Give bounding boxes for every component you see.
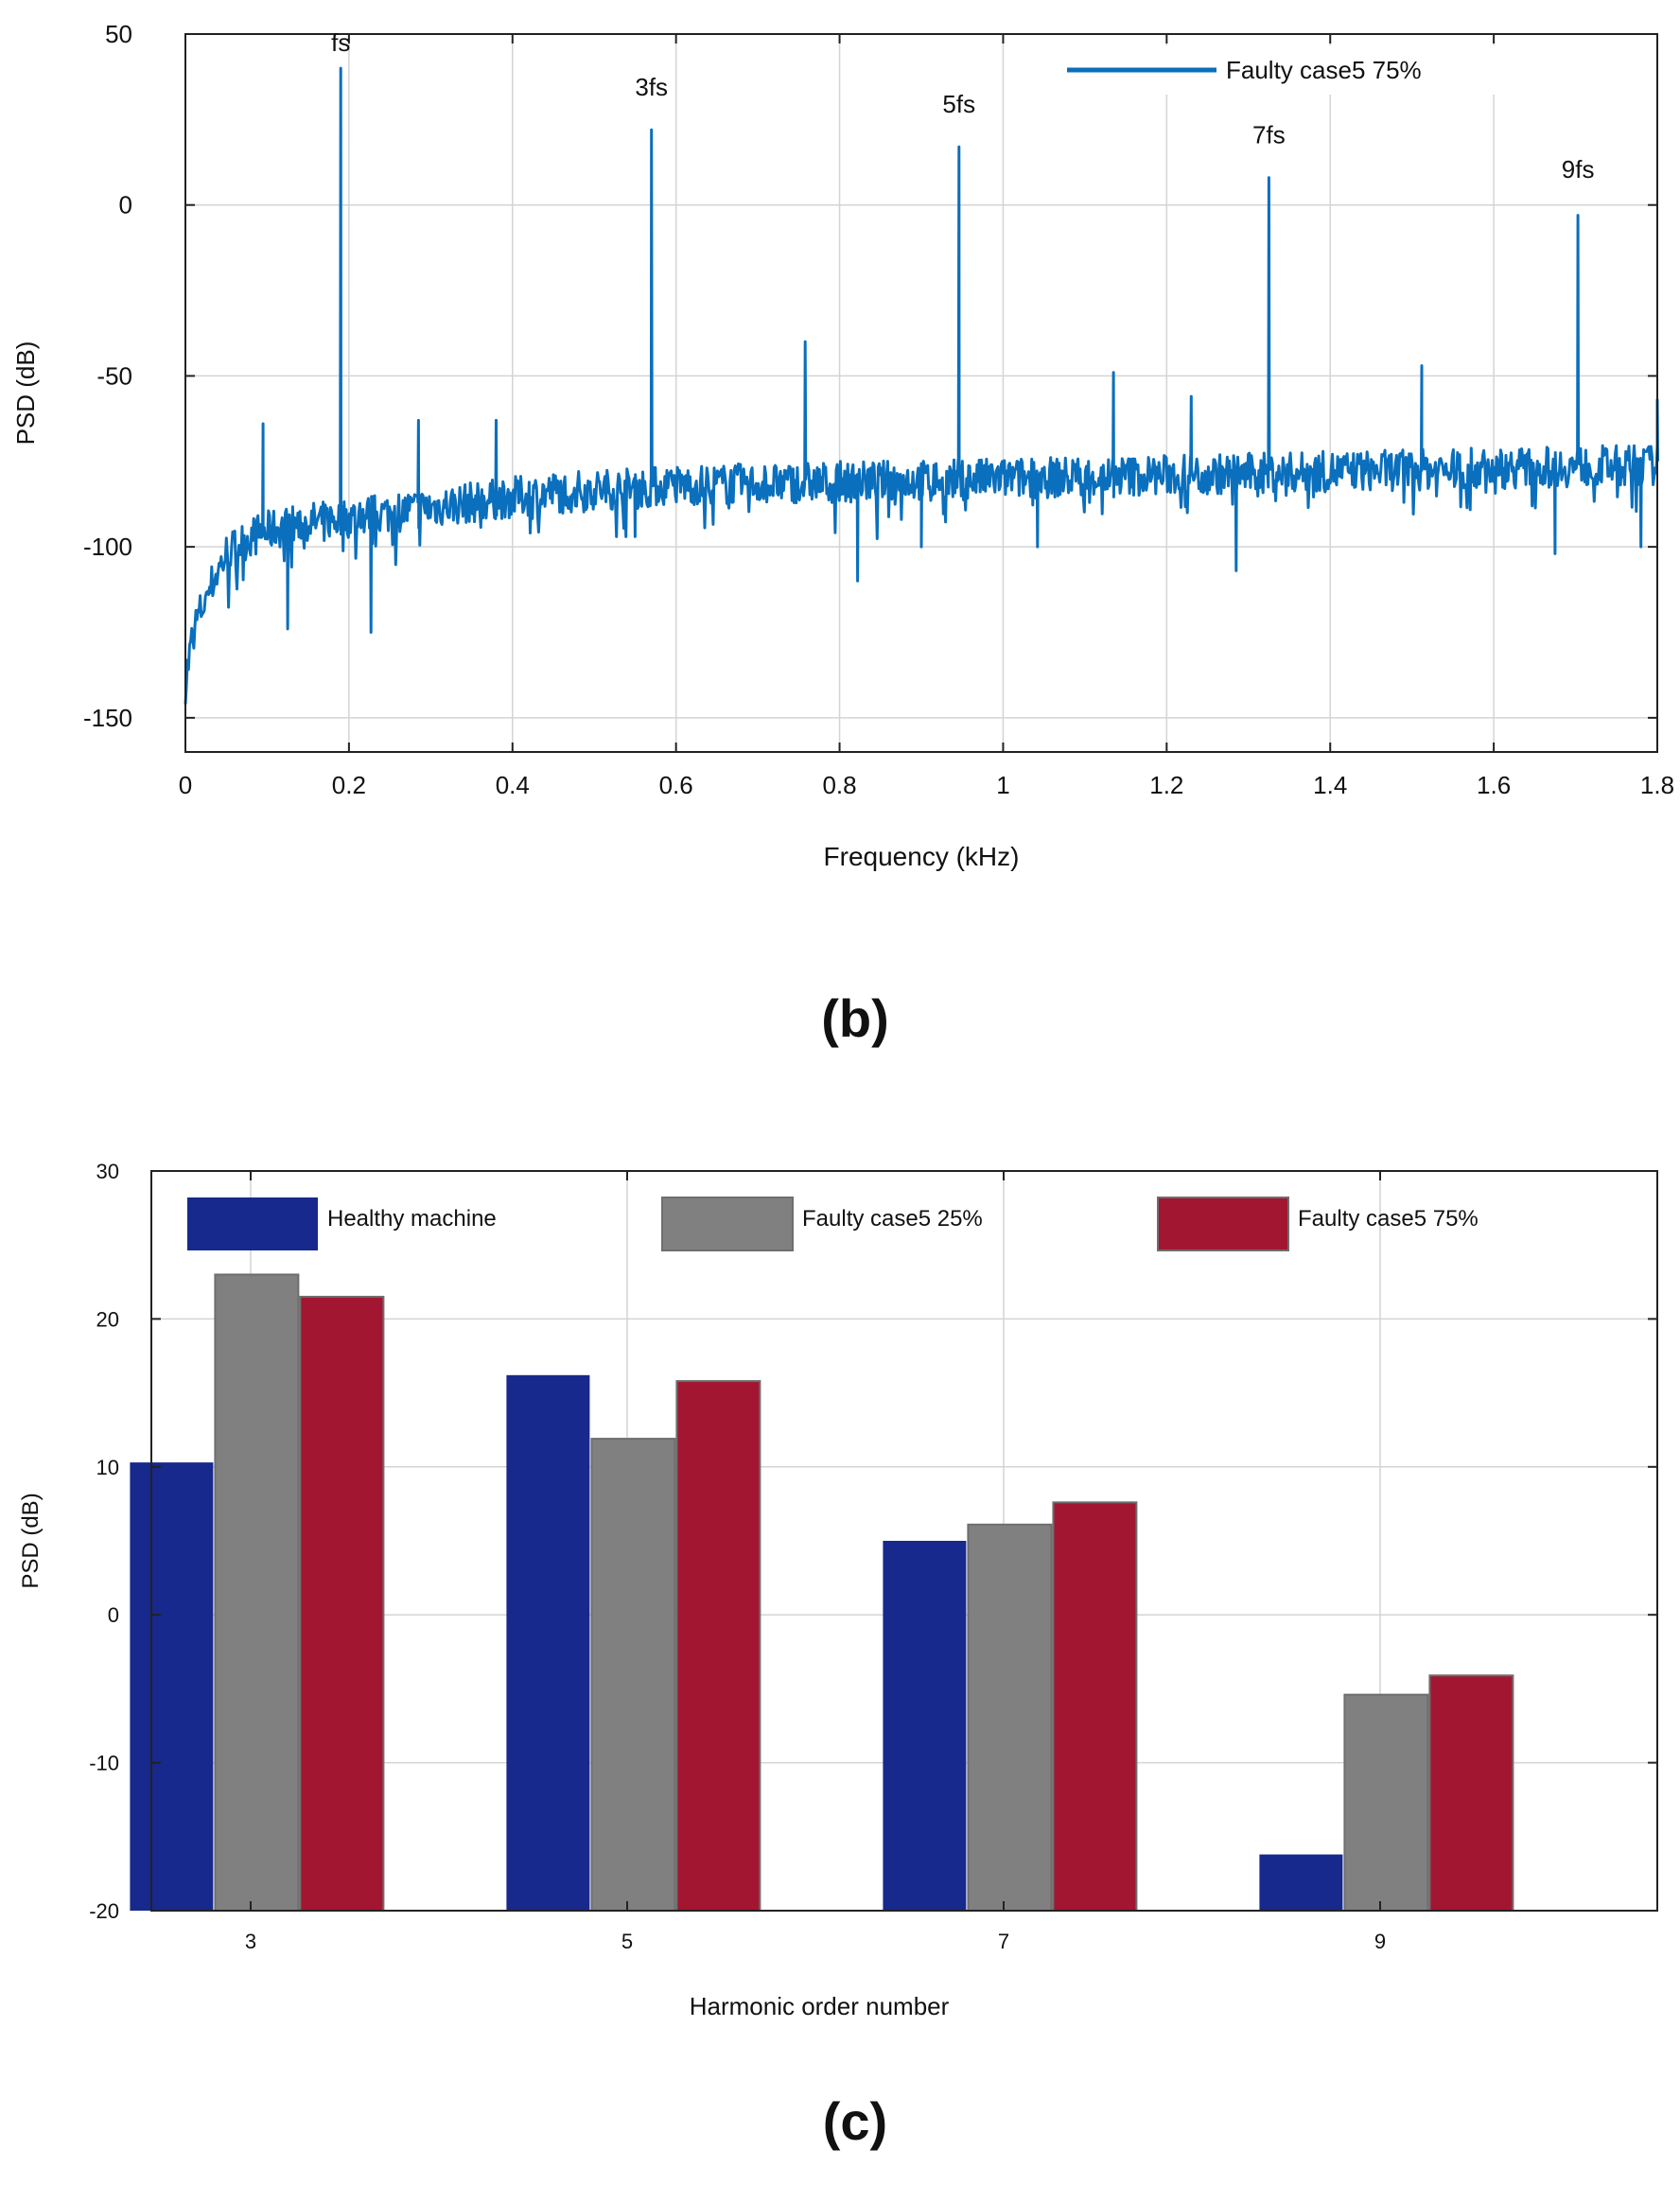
x-tick-label: 0 (179, 771, 192, 799)
harmonic-bar-y-axis-label: PSD (dB) (18, 1493, 44, 1588)
harmonic-label-5fs: 5fs (942, 90, 975, 118)
harmonic-label-9fs: 9fs (1562, 155, 1595, 184)
psd-spectrum-series (184, 66, 1659, 705)
harmonic-label-3fs: 3fs (635, 73, 668, 101)
y-tick-label: 0 (108, 1603, 119, 1627)
psd-spectrum-harmonic-labels: fs 3fs 5fs 7fs 9fs (331, 28, 1594, 184)
x-tick-label: 0.8 (822, 771, 856, 799)
y-tick-label: 0 (119, 191, 132, 219)
psd-spectrum-legend: Faulty case5 75% (1059, 45, 1589, 95)
harmonic-bar-ticks: 30 20 10 0 -10 -20 3 5 7 9 (89, 1160, 1657, 1953)
harmonic-bar-chart: 30 20 10 0 -10 -20 3 5 7 9 Healthy machine Faulty … (18, 1160, 1658, 2020)
y-tick-label: -10 (89, 1752, 119, 1775)
panel-label-b: (b) (821, 988, 889, 1048)
bar-faulty-case5-75-h3 (299, 1295, 385, 1912)
x-tick-label: 5 (621, 1930, 633, 1953)
y-tick-label: -50 (96, 361, 132, 390)
y-tick-label: -150 (83, 704, 132, 732)
bar-faulty-case5-25-h9 (1343, 1693, 1429, 1912)
bar-faulty-case5-75-h7 (1052, 1501, 1138, 1913)
harmonic-bar-legend: Healthy machine Faulty case5 25% Faulty ca… (187, 1197, 1479, 1251)
x-tick-label: 0.4 (496, 771, 530, 799)
x-tick-label: 1.4 (1313, 771, 1347, 799)
psd-spectrum-chart: 0 0.2 0.4 0.6 0.8 1 1.2 1.4 1.6 1.8 50 0 -50 -100 -150… (11, 20, 1674, 871)
legend-label-healthy-machine: Healthy machine (327, 1206, 497, 1232)
psd-spectrum-x-axis-label: Frequency (kHz) (824, 842, 1020, 871)
legend-label-faulty-75: Faulty case5 75% (1226, 56, 1422, 84)
x-tick-label: 3 (245, 1930, 256, 1953)
psd-spectrum-plot-frame (184, 33, 1658, 753)
x-tick-label: 1.8 (1640, 771, 1674, 799)
harmonic-label-fs: fs (331, 28, 350, 57)
x-tick-label: 0.2 (332, 771, 366, 799)
bar-faulty-case5-25-h3 (214, 1273, 300, 1912)
x-tick-label: 1 (996, 771, 1009, 799)
bar-faulty-case5-25-h7 (967, 1523, 1053, 1913)
harmonic-bar-series (130, 1273, 1514, 1913)
bar-faulty-case5-25-h5 (590, 1438, 676, 1912)
bar-healthy-machine-h9 (1259, 1854, 1343, 1911)
x-tick-label: 9 (1374, 1930, 1386, 1953)
x-tick-label: 1.2 (1149, 771, 1183, 799)
legend-swatch-faulty-case5-25 (661, 1197, 794, 1251)
harmonic-bar-x-axis-label: Harmonic order number (690, 1992, 950, 2020)
bar-healthy-machine-h7 (883, 1541, 967, 1911)
y-tick-label: 10 (96, 1456, 119, 1479)
y-tick-label: -20 (89, 1899, 119, 1923)
y-tick-label: -100 (83, 533, 132, 561)
psd-spectrum-y-axis-label: PSD (dB) (11, 341, 40, 446)
y-tick-label: 30 (96, 1160, 119, 1183)
legend-swatch-faulty-case5-75 (1157, 1197, 1289, 1251)
x-tick-label: 0.6 (659, 771, 693, 799)
y-tick-label: 50 (105, 20, 132, 48)
legend-swatch-healthy-machine (187, 1197, 318, 1250)
legend-label-faulty-case5-75: Faulty case5 75% (1298, 1206, 1479, 1232)
series-line-faulty-case5-75 (184, 66, 1659, 705)
harmonic-label-7fs: 7fs (1252, 121, 1286, 149)
bar-healthy-machine-h5 (506, 1374, 590, 1911)
bar-faulty-case5-75-h9 (1428, 1674, 1514, 1912)
x-tick-label: 1.6 (1477, 771, 1511, 799)
x-tick-label: 7 (998, 1930, 1009, 1953)
panel-label-c: (c) (823, 2091, 887, 2151)
psd-spectrum-ticks: 0 0.2 0.4 0.6 0.8 1 1.2 1.4 1.6 1.8 50 0 -50 -100 -150 (83, 20, 1674, 799)
harmonic-bar-plot-frame (150, 1170, 1658, 1912)
y-tick-label: 20 (96, 1307, 119, 1331)
bar-healthy-machine-h3 (130, 1462, 214, 1911)
bar-faulty-case5-75-h5 (675, 1380, 761, 1912)
legend-label-faulty-case5-25: Faulty case5 25% (802, 1206, 983, 1232)
